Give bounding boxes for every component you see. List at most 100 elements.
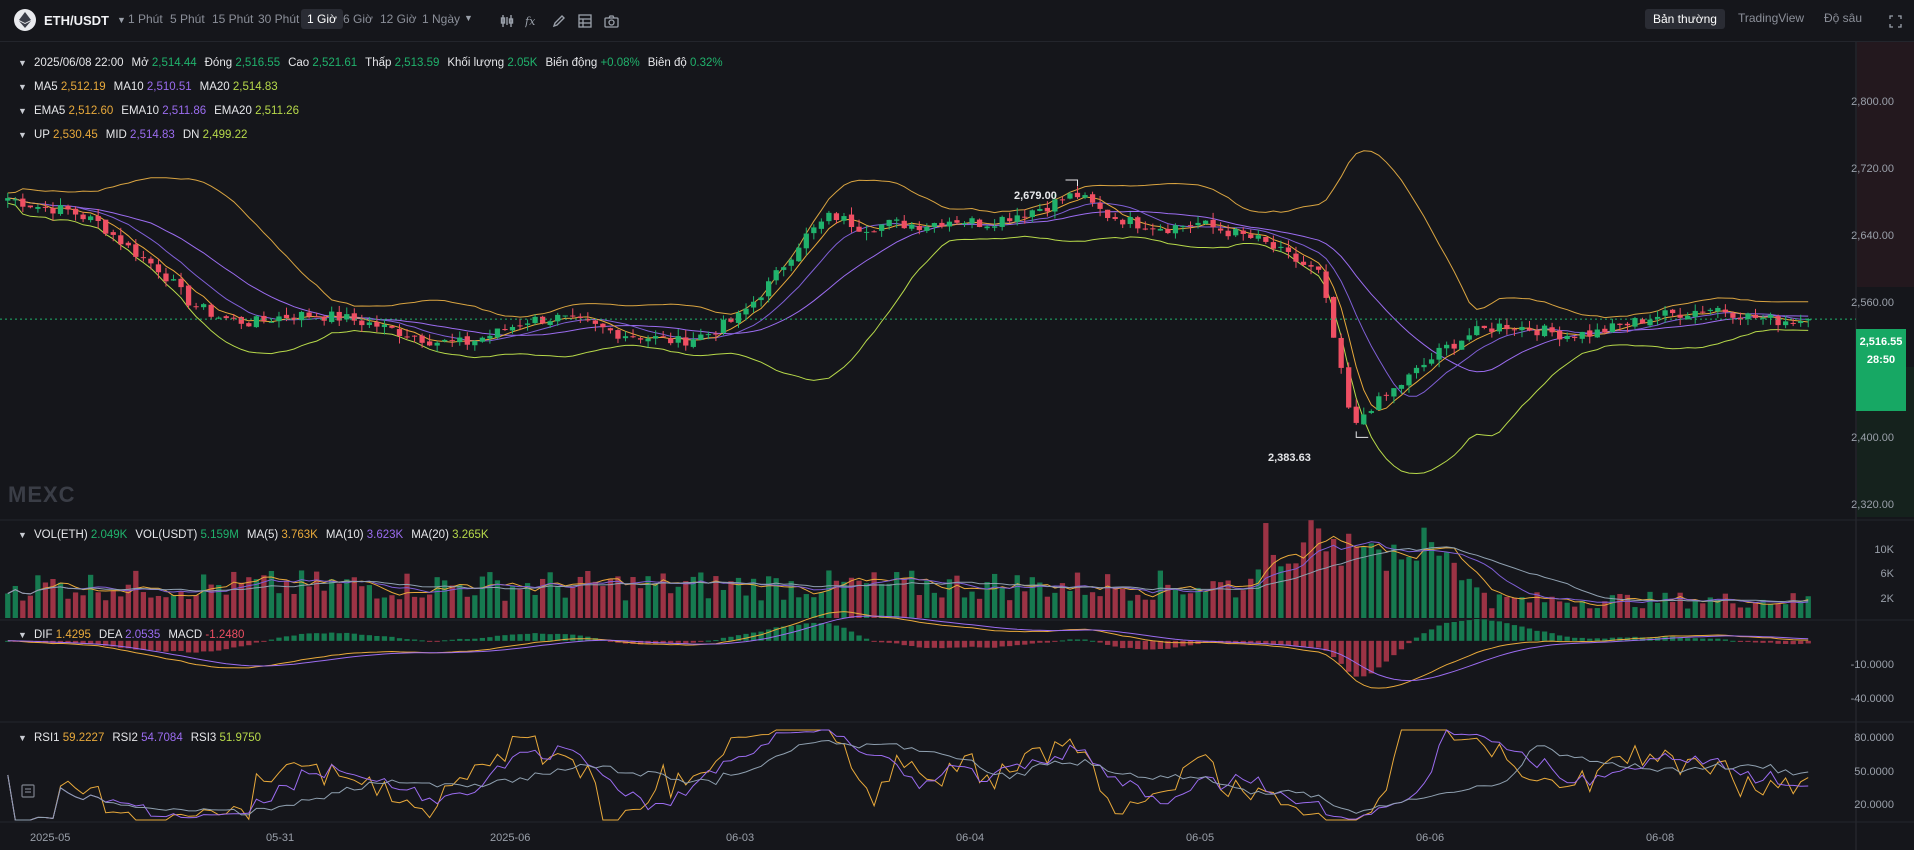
volume-bar (698, 572, 704, 618)
chevron-down-icon[interactable]: ▼ (18, 130, 27, 140)
candle-body (1270, 242, 1277, 249)
volume-bar (291, 593, 297, 618)
expand-icon[interactable] (1886, 12, 1904, 30)
macd-histogram-bar (449, 639, 455, 641)
volume-bar (238, 582, 244, 618)
layout-grid-icon[interactable] (576, 12, 594, 30)
camera-icon[interactable] (602, 12, 620, 30)
candle-body (976, 219, 983, 227)
boll-up-label: UP (34, 129, 50, 141)
volume-bar (509, 586, 516, 618)
candle-body (1029, 210, 1035, 218)
price-axis-label: 2,560.00 (1851, 297, 1894, 309)
candle-body (652, 336, 659, 339)
volume-bar (359, 586, 365, 618)
candle-body (683, 337, 689, 346)
view-standard[interactable]: Bản thường (1645, 9, 1725, 29)
macd-histogram-bar (833, 625, 840, 641)
macd-histogram-bar (901, 640, 907, 646)
candle-body (1534, 330, 1540, 336)
volume-bar (276, 593, 282, 618)
volume-bar (1609, 595, 1616, 618)
pair-selector[interactable]: ETH/USDT ▼ (14, 9, 126, 31)
candle-body (1760, 317, 1766, 319)
chart-area[interactable]: MEXC ▼ 2025/06/08 22:00 Mở 2,514.44 Đóng… (0, 42, 1914, 850)
macd-histogram-bar (991, 640, 998, 648)
candle-body (1752, 314, 1759, 318)
volume-bar (728, 581, 734, 618)
candle-body (1187, 225, 1194, 227)
indicator-bars-icon[interactable] (498, 12, 516, 30)
macd-histogram-bar (170, 640, 177, 652)
candle-body (735, 312, 742, 323)
volume-bar (1511, 597, 1518, 618)
candle-body (622, 336, 629, 339)
candle-body (261, 315, 267, 321)
volume-bar (1579, 601, 1585, 618)
save-layout-icon[interactable] (20, 783, 36, 799)
timeframe-12h[interactable]: 12 Giờ (380, 12, 417, 26)
chevron-down-icon[interactable]: ▼ (18, 106, 27, 116)
fx-icon[interactable]: fx (524, 12, 542, 30)
timeframe-5m[interactable]: 5 Phút (170, 12, 205, 26)
volume-bar (886, 583, 892, 618)
candle-body (924, 226, 930, 231)
axis-shade-up (1857, 42, 1914, 287)
candle-body (1346, 367, 1352, 408)
vol-ma5-value: 3.763K (281, 529, 318, 541)
volume-bar (524, 583, 531, 618)
macd-histogram-bar (261, 640, 267, 642)
candle-body (449, 340, 455, 342)
chevron-down-icon[interactable]: ▼ (18, 82, 27, 92)
volume-bar (1790, 593, 1796, 618)
chevron-down-icon[interactable]: ▼ (18, 733, 27, 743)
chevron-down-icon[interactable]: ▼ (18, 530, 27, 540)
candlestick-chart[interactable] (0, 42, 1914, 850)
timeframe-dropdown-icon[interactable]: ▼ (464, 13, 473, 23)
dea-value: 2.0535 (125, 629, 161, 641)
timeframe-15m[interactable]: 15 Phút (212, 12, 254, 26)
ma10-label: MA10 (113, 81, 144, 93)
macd-histogram-bar (1677, 637, 1683, 641)
volume-bar (931, 592, 938, 618)
boll-upper-line (7, 150, 1809, 319)
candle-body (1037, 208, 1043, 211)
macd-histogram-bar (1172, 640, 1179, 648)
chevron-down-icon[interactable]: ▼ (18, 630, 27, 640)
vol-ma10-line (7, 541, 1809, 604)
timeframe-30m[interactable]: 30 Phút (258, 12, 300, 26)
candle-body (1722, 309, 1729, 313)
candle-body (1511, 329, 1518, 331)
macd-histogram-bar (494, 635, 501, 641)
timeframe-1h[interactable]: 1 Giờ (301, 9, 343, 29)
volume-bar (683, 581, 689, 618)
view-tradingview[interactable]: TradingView (1738, 11, 1805, 25)
macd-histogram-bar (690, 640, 696, 643)
chevron-down-icon[interactable]: ▼ (18, 58, 27, 68)
macd-histogram-bar (1067, 639, 1073, 641)
candle-body (1263, 236, 1269, 242)
rsi2-value: 54.7084 (141, 732, 183, 744)
timeframe-6h[interactable]: 6 Giờ (343, 12, 373, 26)
volume-bar (1202, 591, 1209, 618)
open-value: 2,514.44 (151, 57, 197, 69)
timeframe-1m[interactable]: 1 Phút (128, 12, 163, 26)
volume-bar (909, 570, 915, 618)
candle-body (419, 335, 425, 343)
volume-bar (1474, 587, 1480, 618)
timeframe-1d[interactable]: 1 Ngày (422, 12, 461, 26)
mexc-watermark: MEXC (8, 482, 76, 507)
macd-histogram-bar (103, 640, 109, 646)
volume-bar (336, 583, 342, 618)
candle-body (728, 318, 734, 322)
pen-icon[interactable] (550, 12, 568, 30)
low-label: Thấp (365, 57, 392, 69)
view-depth[interactable]: Độ sâu (1824, 11, 1863, 25)
macd-histogram-bar (1594, 638, 1600, 641)
candle-body (27, 205, 34, 208)
candle-body (856, 226, 862, 232)
dif-line (7, 611, 1809, 689)
volume-bar (1007, 600, 1013, 618)
volume-bar (442, 580, 448, 618)
candle-body (464, 336, 470, 345)
